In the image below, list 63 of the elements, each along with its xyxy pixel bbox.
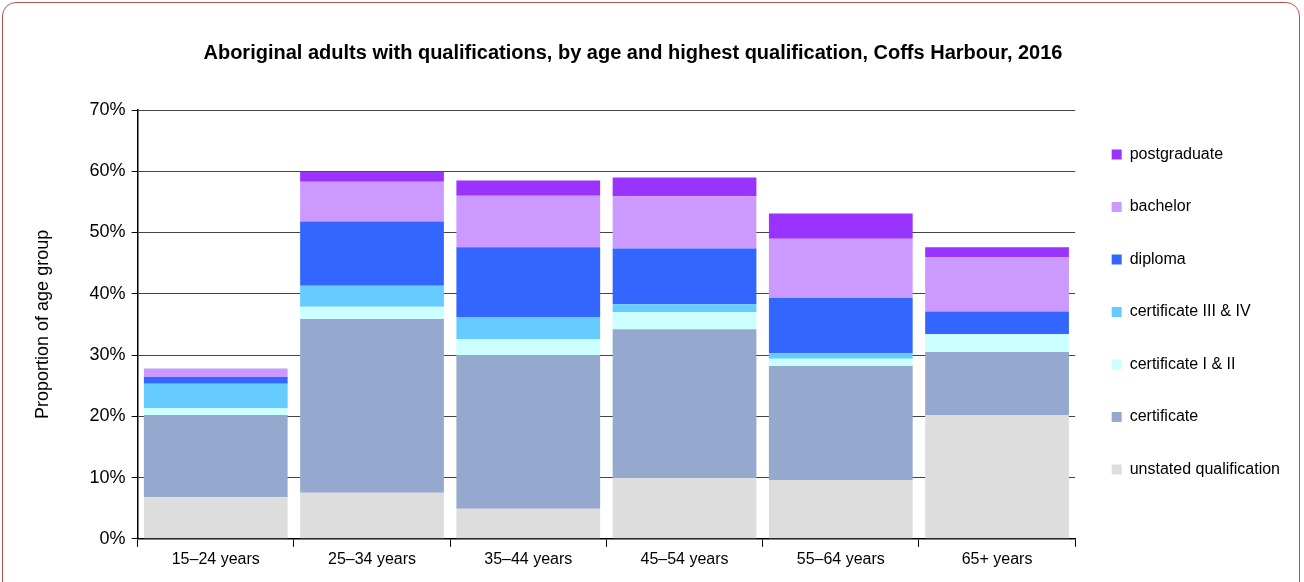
bar [768, 298, 913, 354]
bar [143, 383, 288, 409]
bar [768, 238, 913, 299]
y-tick-label: 20% [89, 405, 126, 426]
legend-label: postgraduate [1129, 144, 1224, 162]
bar [456, 180, 601, 196]
bar [612, 304, 757, 313]
bar [143, 377, 288, 384]
bar [925, 257, 1069, 312]
bar [456, 355, 601, 509]
bar [143, 408, 288, 416]
bar [300, 492, 444, 539]
bar [143, 368, 288, 378]
bar [768, 366, 913, 480]
bar [925, 334, 1069, 352]
legend-label: certificate I & II [1129, 354, 1236, 372]
bar [768, 353, 913, 359]
bar [612, 329, 757, 479]
bar [456, 339, 601, 356]
legend-label: diploma [1129, 249, 1186, 267]
y-axis-title: Proportion of age group [31, 229, 52, 419]
bar [456, 195, 601, 248]
bar [300, 306, 444, 319]
legend-label: unstated qualification [1129, 459, 1280, 477]
x-tick-label: 45–54 years [640, 549, 729, 567]
bar [143, 415, 288, 498]
bar [300, 221, 444, 286]
y-tick-label: 50% [89, 221, 126, 242]
chart-title: Aboriginal adults with qualifications, by age and highest qualification, Coffs Harbour, 2016 [202, 40, 1064, 64]
x-tick-label: 25–34 years [327, 549, 417, 567]
y-tick-label: 60% [89, 160, 126, 181]
bar [925, 415, 1069, 539]
bar [300, 318, 444, 493]
bar [925, 351, 1069, 416]
y-tick-label: 10% [89, 466, 126, 487]
bar [612, 312, 757, 330]
bar [925, 247, 1069, 258]
x-tick-label: 15–24 years [171, 549, 260, 567]
legend-label: bachelor [1129, 197, 1192, 215]
bar [612, 248, 757, 305]
y-tick-label: 30% [89, 344, 126, 364]
bar [612, 478, 757, 539]
y-tick-label: 70% [89, 98, 126, 119]
bar [300, 285, 444, 307]
bar [143, 497, 288, 539]
bar [456, 508, 601, 539]
bar [768, 358, 913, 367]
x-tick-label: 65+ years [961, 549, 1033, 567]
bar [300, 171, 444, 182]
bar [300, 181, 444, 222]
x-tick-label: 55–64 years [796, 549, 885, 567]
x-tick-label: 35–44 years [484, 549, 573, 567]
legend-label: certificate [1129, 407, 1199, 425]
y-tick-label: 0% [99, 527, 126, 548]
bar [612, 177, 757, 197]
bar [768, 479, 913, 539]
bar [612, 196, 757, 249]
legend-label: certificate III & IV [1129, 302, 1251, 320]
bar [768, 213, 913, 239]
bar [456, 247, 601, 318]
bar [925, 311, 1069, 335]
bar [456, 317, 601, 340]
y-tick-label: 40% [89, 282, 126, 303]
